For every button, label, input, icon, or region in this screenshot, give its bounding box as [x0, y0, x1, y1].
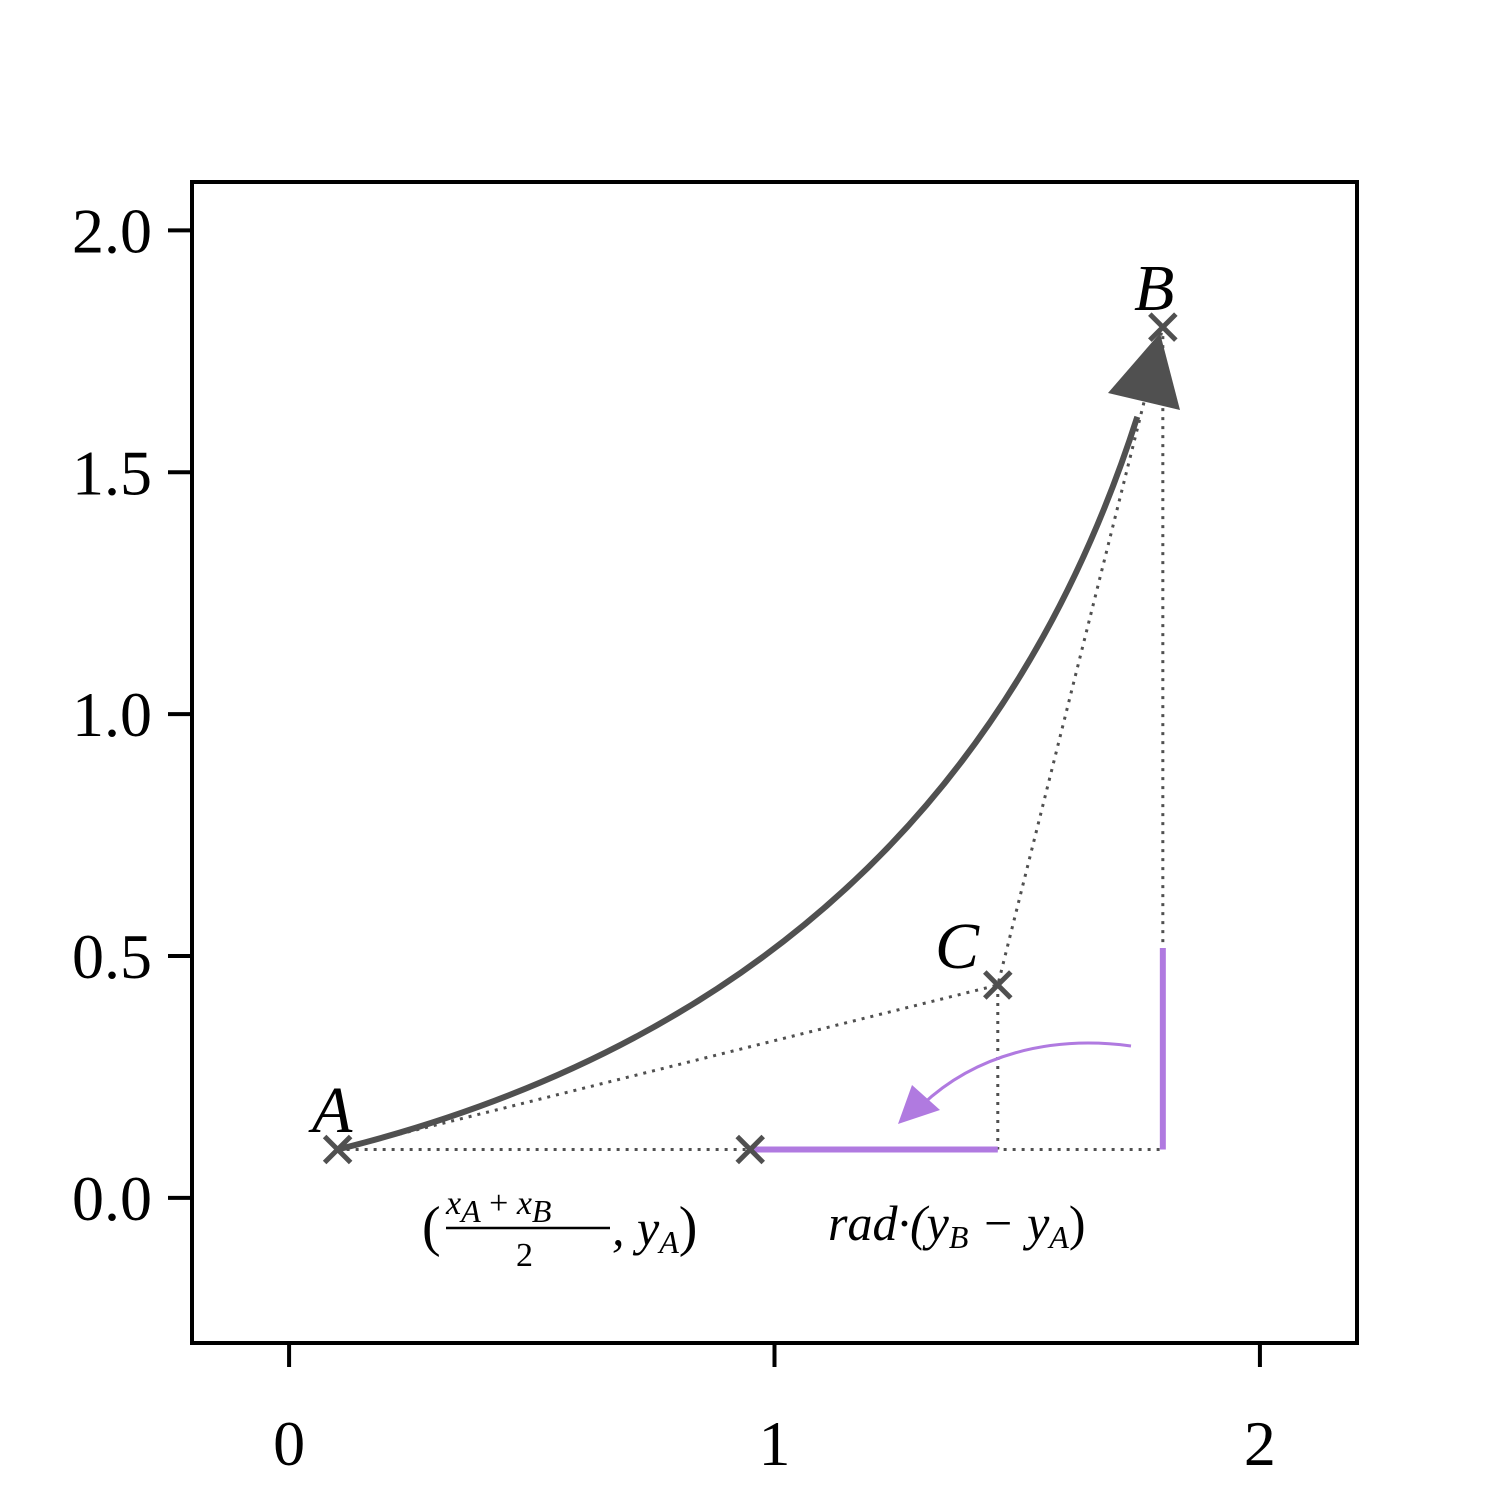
x-tick-label: 2 — [1244, 1408, 1276, 1479]
axis-ticks: 0 1 2 0.0 0.5 1.0 1.5 2.0 — [72, 195, 1276, 1479]
label-b: B — [1134, 252, 1174, 325]
paren: ( — [422, 1196, 441, 1258]
y-tick-label: 0.0 — [72, 1163, 152, 1234]
denominator: 2 — [516, 1237, 533, 1274]
midpoint-label: ( xA + xB 2 , yA) — [422, 1185, 697, 1274]
rotation-arrow-head — [898, 1085, 940, 1124]
numerator: xA + xB — [445, 1185, 551, 1229]
axes-frame — [190, 180, 1359, 1345]
x-tick-label: 0 — [273, 1408, 305, 1479]
point-markers — [322, 312, 1178, 1165]
control-polygon — [337, 326, 1165, 1151]
rotation-arrow — [920, 1041, 1132, 1107]
y-tick-label: 0.5 — [72, 921, 152, 992]
marker-c — [983, 970, 1013, 1000]
guide-lines — [337, 326, 1165, 1151]
mid-tail: , yA) — [612, 1196, 697, 1260]
marker-b — [1148, 312, 1178, 342]
y-tick-label: 1.0 — [72, 679, 152, 750]
arrow-head — [1108, 333, 1180, 410]
marker-a — [322, 1134, 353, 1165]
label-a: A — [308, 1074, 353, 1147]
rad-label: rad·(yB − yA) — [828, 1195, 1086, 1255]
x-tick-label: 1 — [759, 1408, 791, 1479]
y-tick-label: 1.5 — [72, 437, 152, 508]
label-c: C — [935, 910, 980, 983]
marker-midpoint — [735, 1134, 765, 1165]
y-tick-label: 2.0 — [72, 195, 152, 266]
rad-offset-lines — [750, 948, 1166, 1153]
arc-curve — [336, 415, 1141, 1153]
